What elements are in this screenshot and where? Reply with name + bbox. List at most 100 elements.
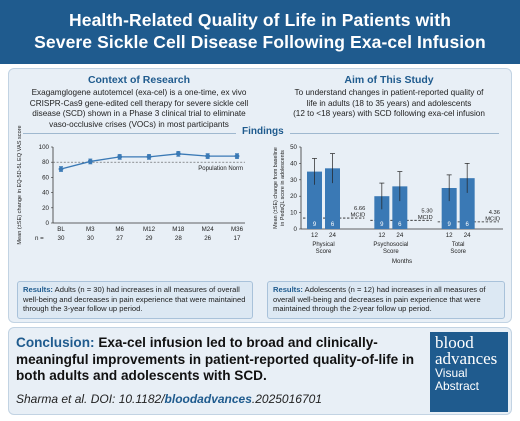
x-tick-label: M3 xyxy=(86,226,95,233)
y-tick-label: 50 xyxy=(290,144,297,151)
citation[interactable]: Sharma et al. DOI: 10.1182/bloodadvances… xyxy=(16,392,322,406)
x-tick-label: 12 xyxy=(311,232,318,239)
bar xyxy=(392,186,408,229)
mcid-label: MCID xyxy=(351,213,366,219)
bar xyxy=(325,168,340,229)
y-tick-label: 10 xyxy=(290,210,297,217)
x-tick-label: M24 xyxy=(202,226,215,233)
context-line: vaso-occlusive crises (VOCs) in most par… xyxy=(49,119,229,129)
n-value: 6 xyxy=(398,222,402,228)
adult-eq-vas-chart: Mean (±SE) change in EQ-5D-5L EQ VAS sco… xyxy=(17,125,245,245)
title-line-1: Health-Related Quality of Life in Patien… xyxy=(69,10,451,30)
mcid-label: MCID xyxy=(485,216,500,222)
header-banner: Health-Related Quality of Life in Patien… xyxy=(0,0,520,64)
n-value: 30 xyxy=(87,235,94,242)
y-tick-label: 20 xyxy=(42,205,49,212)
data-point xyxy=(205,153,211,159)
context-line: CRISPR-Cas9 gene-edited cell therapy for… xyxy=(29,98,249,108)
context-text: Exagamglogene autotemcel (exa-cel) is a … xyxy=(19,88,259,130)
x-tick-label: 12 xyxy=(446,232,453,239)
mcid-label: 6.66 xyxy=(354,206,365,212)
logo-line-3: Visual xyxy=(435,366,468,380)
data-point xyxy=(175,151,181,157)
title-line-2: Severe Sickle Cell Disease Following Exa… xyxy=(34,32,486,52)
group-label: Score xyxy=(316,249,332,255)
y-axis-label: in PedsQL score in adolescents xyxy=(280,150,286,226)
logo-line-4: Abstract xyxy=(435,379,480,393)
bar xyxy=(374,196,390,229)
results-adults-box: Results: Adults (n = 30) had increases i… xyxy=(17,281,253,319)
data-point xyxy=(117,154,123,160)
group-label: Physical xyxy=(312,242,334,248)
n-value: 9 xyxy=(447,222,451,228)
y-tick-label: 100 xyxy=(39,144,50,151)
n-value: 6 xyxy=(331,222,335,228)
population-norm-label: Population Norm xyxy=(198,166,243,172)
context-title: Context of Research xyxy=(87,74,191,86)
n-value: 27 xyxy=(116,235,123,242)
y-tick-label: 0 xyxy=(46,220,50,227)
y-axis-label: Mean (±SE) change in EQ-5D-5L EQ VAS sco… xyxy=(17,125,23,244)
n-value: 9 xyxy=(313,222,317,228)
data-point xyxy=(58,166,64,172)
x-axis-label: Months xyxy=(392,258,412,265)
aim-line: To understand changes in patient-reporte… xyxy=(294,88,484,97)
main-panel: Context of Research Exagamglogene autote… xyxy=(8,68,512,323)
x-tick-label: M18 xyxy=(172,226,185,233)
x-tick-label: M36 xyxy=(231,226,244,233)
context-line: disease (SCD) shown in a Phase 3 clinica… xyxy=(32,109,246,118)
n-value: 17 xyxy=(234,235,241,242)
n-value: 6 xyxy=(465,222,469,228)
citation-suffix: .2025016701 xyxy=(251,392,322,406)
n-label: n = xyxy=(35,235,44,242)
x-tick-label: 24 xyxy=(329,232,336,239)
results-label: Results: xyxy=(23,285,53,294)
group-label: Score xyxy=(383,249,399,255)
y-tick-label: 60 xyxy=(42,174,49,181)
x-tick-label: M6 xyxy=(115,226,124,233)
x-tick-label: 12 xyxy=(378,232,385,239)
n-value: 30 xyxy=(58,235,65,242)
data-point xyxy=(234,153,240,159)
citation-journal: bloodadvances xyxy=(164,392,252,406)
y-tick-label: 0 xyxy=(294,226,298,233)
aim-text: To understand changes in patient-reporte… xyxy=(271,88,507,120)
aim-line: life in adults (18 to 35 years) and adol… xyxy=(306,98,472,108)
y-tick-label: 40 xyxy=(42,190,49,197)
bar xyxy=(441,188,457,229)
citation-prefix: Sharma et al. DOI: 10.1182/ xyxy=(16,392,165,406)
results-text: Adolescents (n = 12) had increases in al… xyxy=(273,285,486,314)
n-value: 28 xyxy=(175,235,182,242)
conclusion-panel: Conclusion: Exa-cel infusion led to broa… xyxy=(8,327,512,415)
mcid-label: 4.36 xyxy=(489,210,500,216)
conclusion-label: Conclusion: xyxy=(16,335,95,350)
bar xyxy=(307,171,322,229)
logo-line-2: advances xyxy=(435,349,498,368)
results-adolescents-box: Results: Adolescents (n = 12) had increa… xyxy=(267,281,505,319)
blood-advances-logo: blood advances Visual Abstract xyxy=(430,332,508,412)
conclusion: Conclusion: Exa-cel infusion led to broa… xyxy=(16,335,426,385)
conclusion-text: Exa-cel infusion led to broad and clinic… xyxy=(16,335,415,383)
results-text: Adults (n = 30) had increases in all mea… xyxy=(23,285,246,314)
results-label: Results: xyxy=(273,285,303,294)
n-value: 26 xyxy=(204,235,211,242)
group-label: Score xyxy=(450,249,466,255)
group-label: Total xyxy=(452,242,465,248)
data-point xyxy=(146,154,152,160)
findings-label: Findings xyxy=(236,126,290,137)
x-tick-label: 24 xyxy=(464,232,471,239)
mcid-label: MCID xyxy=(418,215,433,221)
n-value: 9 xyxy=(380,222,384,228)
data-point xyxy=(87,159,93,164)
y-tick-label: 20 xyxy=(290,193,297,200)
y-tick-label: 40 xyxy=(290,160,297,167)
y-tick-label: 30 xyxy=(290,177,297,184)
logo-line-1: blood xyxy=(435,333,474,352)
group-label: Psychosocial xyxy=(373,242,408,248)
x-tick-label: M12 xyxy=(143,226,156,233)
context-line: Exagamglogene autotemcel (exa-cel) is a … xyxy=(31,88,247,97)
bar xyxy=(459,178,475,229)
n-value: 29 xyxy=(146,235,153,242)
x-tick-label: 24 xyxy=(396,232,403,239)
